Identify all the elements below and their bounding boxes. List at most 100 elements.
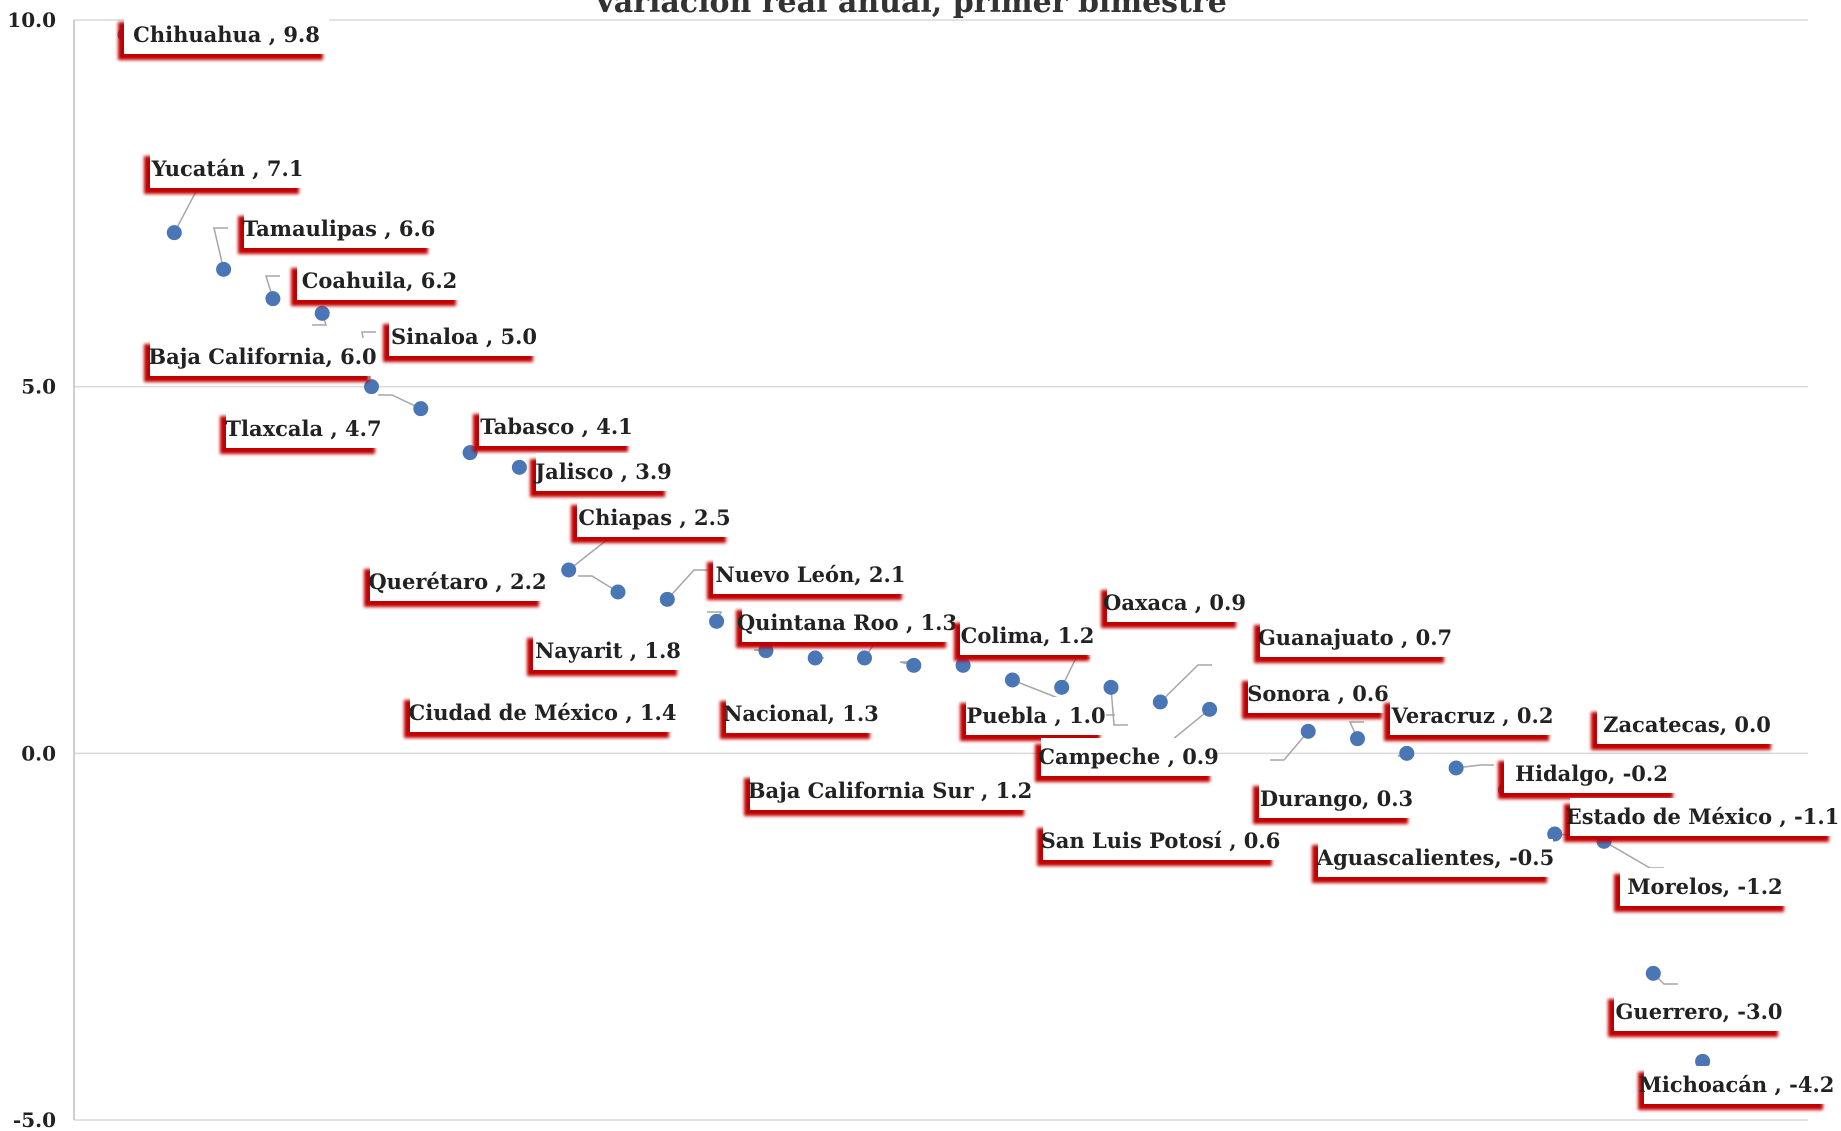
data-label-box [960,617,1095,655]
data-label-text: Tamaulipas , 6.6 [243,216,436,241]
gridlines [74,19,1808,1121]
data-label-box [1318,839,1553,877]
data-point [1103,679,1119,695]
data-label-text: Ciudad de México , 1.4 [409,700,677,725]
data-label: Estado de México , -1.1 [1566,798,1839,836]
data-point [561,562,577,578]
data-point [166,225,182,241]
data-label: Nacional, 1.3 [723,695,879,733]
data-point [1596,833,1612,849]
data-point [413,401,429,417]
data-label-text: Chihuahua , 9.8 [133,22,320,47]
data-label: Nayarit , 1.8 [533,632,683,670]
data-label: Coahuila, 6.2 [297,262,462,300]
data-point [314,305,330,321]
data-point [1448,760,1464,776]
data-label: Yucatán , 7.1 [150,150,305,188]
data-label-text: Tabasco , 4.1 [480,414,633,439]
data-point [1399,745,1415,761]
data-label: Nuevo León, 2.1 [713,556,908,594]
data-label-box [1614,993,1784,1031]
data-point [955,657,971,673]
data-point [511,459,527,475]
data-label-text: Jalisco , 3.9 [533,459,672,484]
y-tick-label: 5.0 [21,375,56,399]
data-point [1695,1053,1711,1069]
data-label: Zacatecas, 0.0 [1597,706,1777,744]
data-point [1152,694,1168,710]
data-label: Guanajuato , 0.7 [1258,619,1452,657]
data-point [1054,679,1070,695]
data-label: Aguascalientes, -0.5 [1316,839,1554,877]
data-label-box [297,262,462,300]
data-point [610,584,626,600]
data-point [1645,965,1661,981]
y-tick-label: -5.0 [13,1108,56,1131]
data-label-box [150,150,305,188]
data-label-box [244,210,434,248]
data-label: Baja California Sur , 1.2 [748,772,1032,810]
data-label: Morelos, -1.2 [1620,868,1790,906]
data-label-box [370,563,545,601]
y-tick-label: 0.0 [21,741,56,765]
data-label: Guerrero, -3.0 [1614,993,1784,1031]
data-label-box [410,694,675,732]
data-label-text: San Luis Potosí , 0.6 [1041,828,1281,853]
leader-line [666,569,708,600]
data-label-text: Chiapas , 2.5 [578,505,730,530]
data-label-box [1248,675,1388,713]
data-label: Chiapas , 2.5 [577,499,732,537]
data-label-box [1644,1066,1829,1104]
data-point [364,379,379,395]
data-label-text: Tlaxcala , 4.7 [225,416,381,441]
data-label-box [1570,798,1835,836]
data-label-box [750,772,1030,810]
data-label: Durango, 0.3 [1259,780,1414,818]
data-label-box [742,604,952,642]
data-label-text: Durango, 0.3 [1260,786,1413,811]
data-label-text: Zacatecas, 0.0 [1603,712,1771,737]
data-label: Campeche , 0.9 [1038,738,1219,776]
data-label: Michoacán , -4.2 [1639,1066,1835,1104]
data-label-text: Querétaro , 2.2 [368,569,546,594]
data-points [117,27,1711,1069]
data-label-text: Baja California Sur , 1.2 [748,778,1032,803]
leader-line [264,275,280,299]
data-label-box [1107,584,1242,622]
data-label: Chihuahua , 9.8 [124,16,329,54]
data-label: Ciudad de México , 1.4 [409,694,677,732]
data-label-box [389,318,539,356]
data-label: Oaxaca , 0.9 [1103,584,1246,622]
leader-line [1603,840,1664,869]
data-point [906,657,922,673]
data-label-box [966,697,1106,735]
chart-title: Variación real anual, primer bimestre [592,0,1227,20]
y-axis: 10.0 5.0 0.0 -5.0 [7,8,75,1131]
data-label-box [1043,822,1278,860]
data-label-box [726,695,876,733]
data-point [1547,826,1563,842]
data-label: Baja California, 6.0 [148,338,377,376]
data-point [216,261,232,277]
data-label: Sonora , 0.6 [1247,675,1389,713]
data-label-box [1620,868,1790,906]
data-label-text: Guanajuato , 0.7 [1258,625,1452,650]
data-label: Hidalgo, -0.2 [1504,755,1679,793]
data-label-text: Campeche , 0.9 [1038,744,1218,769]
data-label-text: Nayarit , 1.8 [535,638,681,663]
data-label-text: Yucatán , 7.1 [151,156,304,181]
data-label-text: Guerrero, -3.0 [1616,999,1783,1024]
data-label-box [1041,738,1216,776]
data-point [1350,731,1365,747]
data-label: Puebla , 1.0 [966,697,1106,735]
y-tick-label: 10.0 [7,8,56,32]
data-label-text: Morelos, -1.2 [1627,874,1782,899]
data-label-box [124,16,329,54]
data-label-box [1390,697,1555,735]
data-labels: Chihuahua , 9.8 Yucatán , 7.1 Tamaulipas ,… [124,16,1839,1104]
data-label-text: Nuevo León, 2.1 [716,562,906,587]
leader-line [1061,657,1090,688]
data-point [1300,723,1316,739]
data-label-text: Michoacán , -4.2 [1639,1072,1835,1097]
